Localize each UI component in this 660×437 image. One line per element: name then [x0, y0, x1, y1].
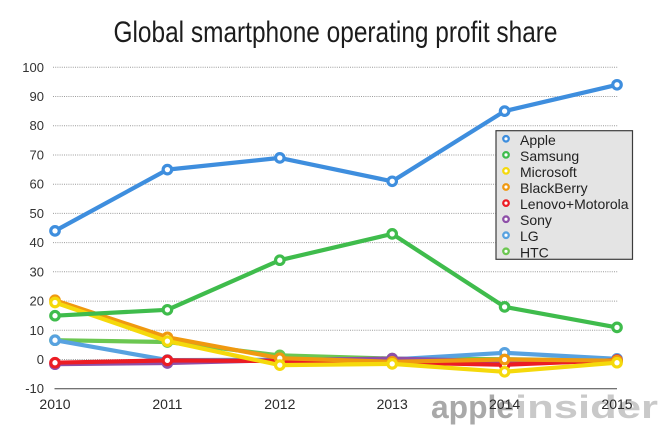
- svg-text:30: 30: [30, 264, 44, 279]
- svg-text:Lenovo+Motorola: Lenovo+Motorola: [520, 196, 629, 212]
- svg-text:HTC: HTC: [520, 244, 549, 260]
- svg-text:2010: 2010: [39, 396, 70, 412]
- svg-text:100: 100: [22, 60, 44, 75]
- svg-text:LG: LG: [520, 228, 539, 244]
- svg-text:-10: -10: [25, 381, 44, 396]
- svg-text:50: 50: [30, 206, 44, 221]
- svg-text:60: 60: [30, 177, 44, 192]
- svg-text:Sony: Sony: [520, 212, 552, 228]
- svg-text:Apple: Apple: [520, 132, 556, 148]
- svg-text:apple: apple: [431, 389, 514, 425]
- svg-text:Microsoft: Microsoft: [520, 164, 577, 180]
- svg-text:Global smartphone operating pr: Global smartphone operating profit share: [114, 16, 558, 49]
- svg-text:40: 40: [30, 235, 44, 250]
- svg-text:2013: 2013: [377, 396, 408, 412]
- svg-text:70: 70: [30, 148, 44, 163]
- svg-text:20: 20: [30, 294, 44, 309]
- svg-text:2015: 2015: [601, 396, 632, 412]
- svg-text:insider: insider: [515, 389, 658, 425]
- svg-text:Samsung: Samsung: [520, 148, 579, 164]
- svg-text:BlackBerry: BlackBerry: [520, 180, 588, 196]
- svg-text:2014: 2014: [489, 396, 520, 412]
- svg-text:80: 80: [30, 118, 44, 133]
- svg-text:2011: 2011: [152, 396, 182, 412]
- svg-text:10: 10: [30, 323, 44, 338]
- svg-text:0: 0: [37, 352, 44, 367]
- svg-text:2012: 2012: [264, 396, 295, 412]
- svg-text:90: 90: [30, 89, 44, 104]
